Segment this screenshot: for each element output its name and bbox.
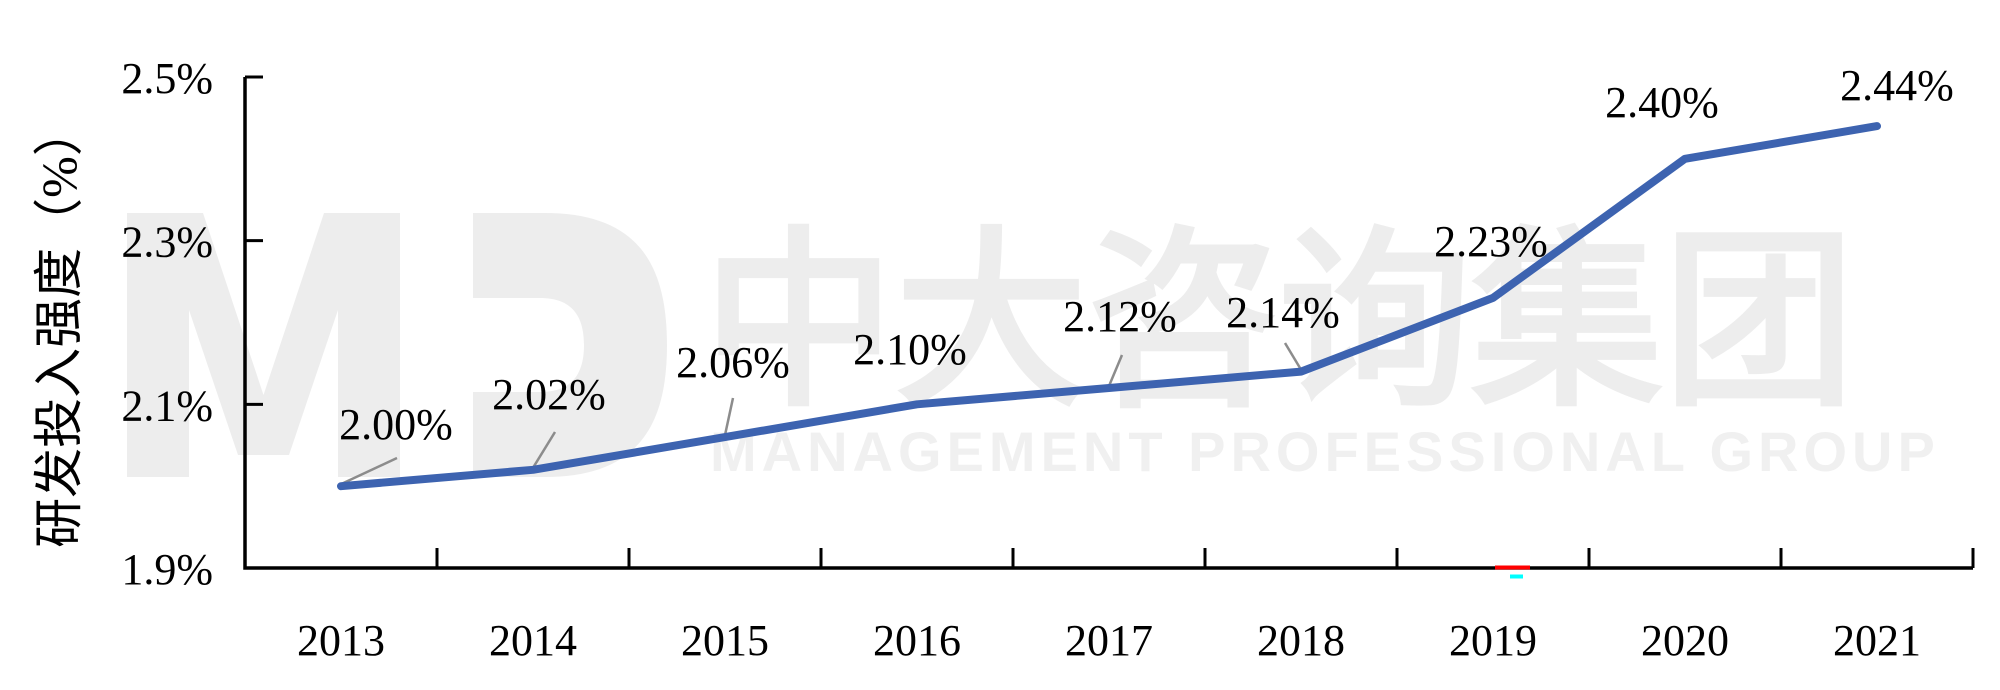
data-point-label: 2.23% — [1434, 217, 1548, 266]
x-axis-year-label: 2013 — [297, 616, 385, 665]
data-point-label: 2.14% — [1226, 288, 1340, 337]
y-axis-title: 研发投入强度（%） — [31, 106, 87, 548]
data-label-leader-line — [340, 456, 398, 486]
data-point-label: 2.12% — [1063, 292, 1177, 341]
watermark-cn-text: 中大咨询集团 — [703, 214, 1855, 429]
data-point-label: 2.44% — [1840, 61, 1954, 110]
logo-letter-p — [473, 213, 667, 477]
data-point-label: 2.06% — [676, 338, 790, 387]
x-axis-year-label: 2018 — [1257, 616, 1345, 665]
y-axis-tick-label: 2.5% — [121, 54, 213, 103]
x-axis-year-label: 2014 — [489, 616, 577, 665]
data-label-leader-line — [531, 431, 557, 469]
data-label-leader-line — [1283, 342, 1303, 371]
x-axis-year-label: 2016 — [873, 616, 961, 665]
x-axis-year-label: 2021 — [1833, 616, 1921, 665]
axis-red-artifact — [1495, 565, 1530, 570]
watermark-en-text: MANAGEMENT PROFESSIONAL GROUP — [710, 420, 1940, 483]
logo-letter-m — [127, 213, 400, 477]
data-point-label: 2.10% — [853, 325, 967, 374]
y-axis-tick-label: 1.9% — [121, 545, 213, 594]
data-point-label: 2.02% — [492, 370, 606, 419]
x-axis-year-label: 2015 — [681, 616, 769, 665]
series-line — [337, 122, 1881, 491]
y-axis-tick-label: 2.3% — [121, 218, 213, 267]
x-axis-year-label: 2019 — [1449, 616, 1537, 665]
y-axis-tick-label: 2.1% — [121, 381, 213, 430]
mp-logo-watermark — [127, 213, 667, 477]
data-label-leader-line — [1107, 354, 1124, 387]
data-label-leader-line — [723, 397, 735, 436]
data-point-label: 2.40% — [1605, 78, 1719, 127]
x-axis-year-label: 2017 — [1065, 616, 1153, 665]
x-axis-year-label: 2020 — [1641, 616, 1729, 665]
axis-cyan-artifact — [1510, 574, 1523, 579]
data-point-label: 2.00% — [339, 400, 453, 449]
